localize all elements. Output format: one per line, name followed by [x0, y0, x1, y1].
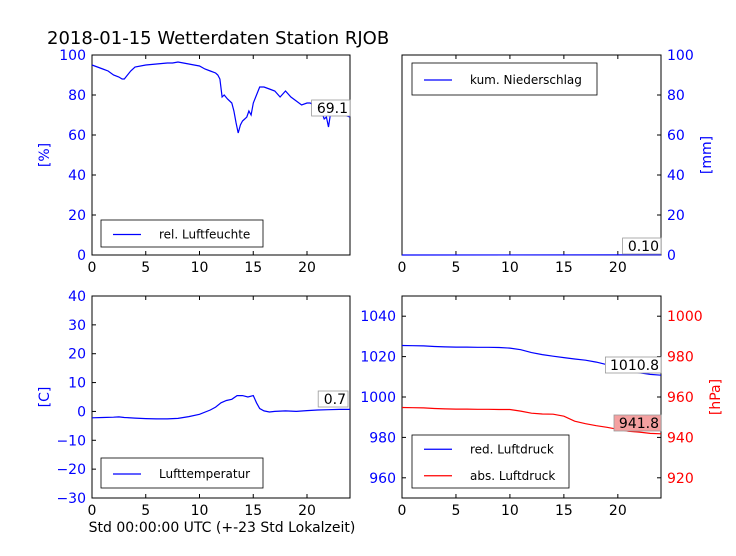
y-tick-label: 10: [68, 376, 86, 392]
x-tick-label: 20: [609, 503, 627, 519]
legend-entry: abs. Luftdruck: [470, 469, 555, 483]
y-tick-label: −30: [56, 491, 86, 507]
y-tick-label-right: 40: [667, 168, 685, 184]
y-tick-label: 100: [59, 48, 86, 64]
legend: Lufttemperatur: [101, 458, 263, 488]
legend: kum. Niederschlag: [412, 63, 597, 95]
x-tick-label: 15: [555, 260, 573, 276]
x-tick-label: 0: [398, 503, 407, 519]
y-tick-label-right: 960: [667, 390, 694, 406]
badge-value: 0.10: [628, 239, 659, 255]
y-tick-label: 980: [369, 430, 396, 446]
x-tick-label: 0: [88, 260, 97, 276]
y-tick-label-right: 20: [667, 208, 685, 224]
y-tick-label-right: 920: [667, 471, 694, 487]
panel-bottom-right: 0 5 10 15 20 960 980 1000 1020 1040 920 940 960 980 10…: [360, 296, 724, 519]
y-tick-label-right: 100: [667, 48, 694, 64]
badge-value: 1010.8: [610, 358, 659, 374]
x-tick-label: 10: [191, 260, 209, 276]
x-tick-label: 0: [398, 260, 407, 276]
x-tick-label: 5: [451, 503, 460, 519]
y-axis-label-right: [mm]: [699, 136, 715, 174]
y-tick-label-right: 60: [667, 128, 685, 144]
panel-top-left: 0 5 10 15 20 0 20 40 60 80 100 [%] rel. Luftfeuchte 6…: [37, 48, 350, 276]
y-tick-label: 1020: [360, 350, 396, 366]
x-axis-label: Std 00:00:00 UTC (+-23 Std Lokalzeit): [89, 520, 356, 536]
x-tick-label: 15: [244, 260, 262, 276]
y-tick-label: 960: [369, 471, 396, 487]
panel-top-right: 0 5 10 15 20 0 20 40 60 80 100 [mm] kum. Niederschla…: [398, 48, 715, 276]
last-value-badge: 0.10: [623, 238, 661, 255]
x-tick-label: 20: [298, 503, 316, 519]
legend-entry: red. Luftdruck: [470, 442, 554, 456]
x-tick-label: 20: [298, 260, 316, 276]
y-tick-label-right: 80: [667, 88, 685, 104]
legend-entry: Lufttemperatur: [159, 467, 250, 481]
last-value-badge: 0.7: [318, 391, 348, 408]
y-tick-label: 30: [68, 318, 86, 334]
y-axis-label: [C]: [37, 387, 53, 408]
last-value-badge: 69.1: [312, 100, 350, 117]
y-tick-label-right: 0: [667, 248, 676, 264]
badge-value: 0.7: [324, 392, 346, 408]
y-axis-label: [%]: [37, 143, 53, 167]
x-tick-label: 15: [244, 503, 262, 519]
legend: rel. Luftfeuchte: [101, 220, 263, 247]
y-tick-label: 0: [77, 248, 86, 264]
x-tick-label: 0: [88, 503, 97, 519]
y-tick-label: 1000: [360, 390, 396, 406]
series-line-rel-luftfeuchte: [92, 62, 350, 133]
last-value-badge: 941.8: [614, 415, 661, 432]
badge-value: 941.8: [619, 416, 659, 432]
y-tick-label: −20: [56, 462, 86, 478]
y-tick-label: 60: [68, 128, 86, 144]
x-tick-label: 10: [501, 503, 519, 519]
y-tick-label: 1040: [360, 309, 396, 325]
y-axis-label-right: [hPa]: [708, 379, 724, 415]
y-tick-label-right: 940: [667, 430, 694, 446]
x-tick-label: 10: [191, 503, 209, 519]
legend: red. Luftdruck abs. Luftdruck: [412, 435, 569, 488]
x-tick-label: 5: [141, 503, 150, 519]
legend-entry: rel. Luftfeuchte: [159, 228, 250, 242]
series-line-lufttemperatur: [92, 396, 350, 419]
legend-entry: kum. Niederschlag: [470, 73, 582, 87]
x-tick-label: 10: [501, 260, 519, 276]
figure-title: 2018-01-15 Wetterdaten Station RJOB: [47, 28, 389, 49]
y-tick-label-right: 1000: [667, 309, 703, 325]
y-tick-label: 40: [68, 168, 86, 184]
y-tick-label: 0: [77, 404, 86, 420]
y-tick-label: 20: [68, 347, 86, 363]
x-tick-label: 5: [451, 260, 460, 276]
x-tick-label: 5: [141, 260, 150, 276]
y-tick-label-right: 980: [667, 350, 694, 366]
badge-value: 69.1: [317, 101, 348, 117]
x-tick-label: 20: [609, 260, 627, 276]
x-tick-label: 15: [555, 503, 573, 519]
y-tick-label: 80: [68, 88, 86, 104]
y-tick-label: 40: [68, 289, 86, 305]
last-value-badge: 1010.8: [605, 357, 661, 374]
y-tick-label: 20: [68, 208, 86, 224]
y-tick-label: −10: [56, 433, 86, 449]
panel-bottom-left: 0 5 10 15 20 −30 −20 −10 0 10 20 30 40 [C] Lufttempera…: [37, 289, 350, 519]
